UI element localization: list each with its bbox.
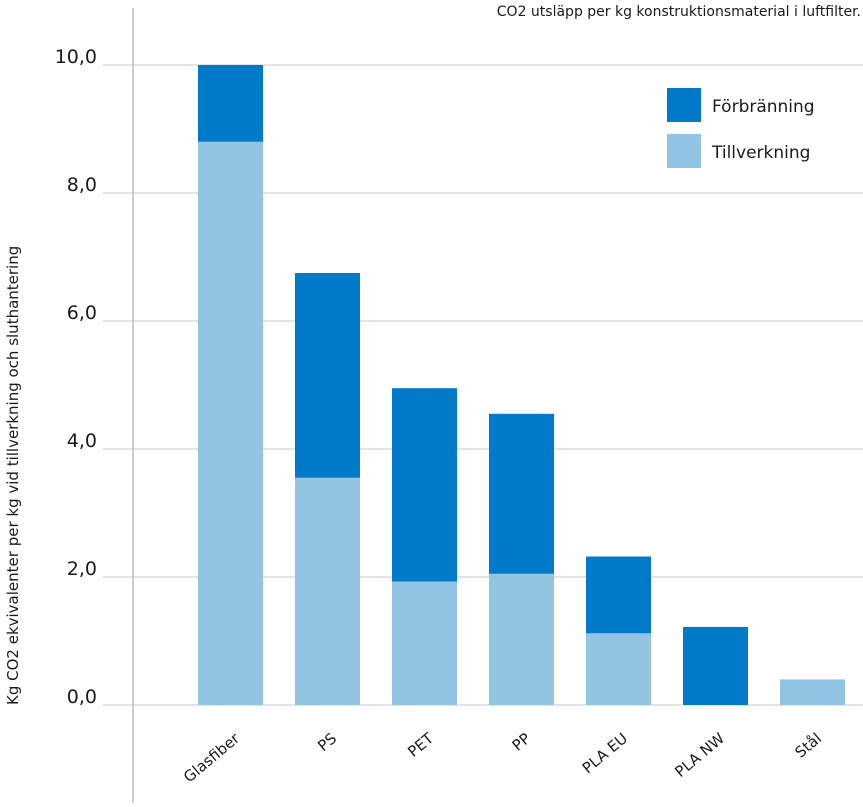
bar-tillverkning-4 xyxy=(586,633,651,705)
category-labels: Glasfiber PS PET PP PLA EU PLA NW Stål xyxy=(180,729,825,787)
y-tick-label: 10,0 xyxy=(55,46,97,68)
bar-forbranning-4 xyxy=(586,556,651,634)
y-tick-label: 4,0 xyxy=(67,430,97,452)
bar-forbranning-5 xyxy=(683,626,748,705)
bar-tillverkning-0 xyxy=(198,141,263,706)
category-label: PET xyxy=(404,729,437,761)
y-tick-label: 0,0 xyxy=(67,686,97,708)
legend: Förbränning Tillverkning xyxy=(667,88,815,168)
legend-swatch xyxy=(667,134,701,168)
y-axis-title: Kg CO2 ekvivalenter per kg vid tillverkn… xyxy=(4,246,22,705)
bar-tillverkning-1 xyxy=(295,477,360,705)
y-tick-label: 2,0 xyxy=(67,558,97,580)
category-label: PLA NW xyxy=(671,729,728,781)
y-tick-labels: 0,0 2,0 4,0 6,0 8,0 10,0 xyxy=(55,46,97,708)
category-label: Stål xyxy=(791,729,825,761)
chart-title: CO2 utsläpp per kg konstruktionsmaterial… xyxy=(497,4,861,20)
category-label: PLA EU xyxy=(579,729,631,777)
legend-swatch xyxy=(667,88,701,122)
bar-forbranning-3 xyxy=(489,413,554,574)
bar-forbranning-0 xyxy=(198,65,263,142)
bar-tillverkning-6 xyxy=(780,679,845,705)
bar-forbranning-2 xyxy=(392,388,457,582)
bars xyxy=(198,65,845,706)
legend-label: Tillverkning xyxy=(711,143,810,163)
y-tick-label: 8,0 xyxy=(67,174,97,196)
legend-label: Förbränning xyxy=(712,97,815,117)
category-label: Glasfiber xyxy=(180,729,244,786)
category-label: PS xyxy=(314,729,340,755)
bar-forbranning-1 xyxy=(295,273,360,478)
y-tick-label: 6,0 xyxy=(67,302,97,324)
bar-tillverkning-2 xyxy=(392,581,457,705)
category-label: PP xyxy=(509,729,534,754)
bar-tillverkning-3 xyxy=(489,573,554,705)
